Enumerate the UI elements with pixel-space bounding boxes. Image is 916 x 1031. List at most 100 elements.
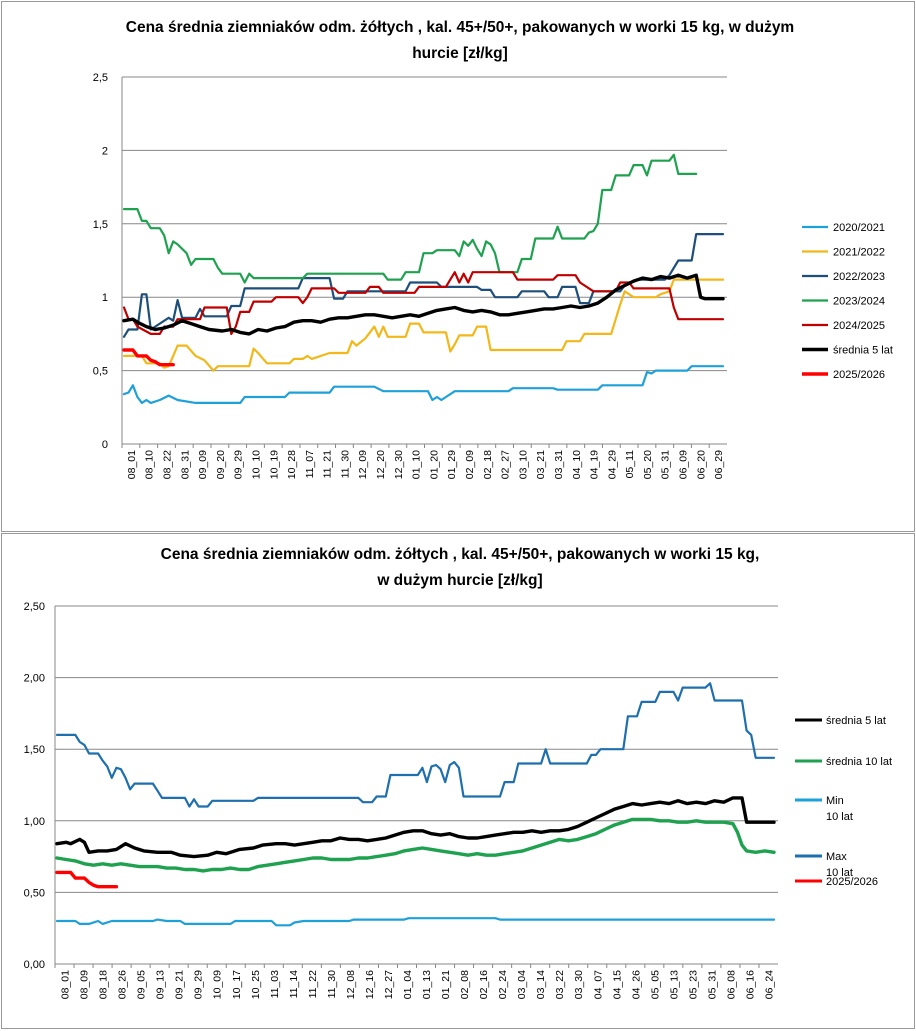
x-tick-label: 10_28 bbox=[286, 450, 298, 479]
legend-label-2022-2023: 2022/2023 bbox=[833, 271, 885, 283]
chart-title-line-1: Cena średnia ziemniaków odm. żółtych , k… bbox=[161, 546, 760, 563]
legend-label-max-10-lat: 10 lat bbox=[826, 867, 853, 879]
legend-label-srednia-5-lat: średnia 5 lat bbox=[826, 715, 886, 727]
x-tick-label: 12_30 bbox=[393, 450, 405, 479]
series-line-srednia-10-lat bbox=[55, 817, 776, 873]
x-tick-label: 06_24 bbox=[763, 970, 775, 999]
x-tick-label: 04_26 bbox=[630, 970, 642, 999]
x-tick-label: 12_20 bbox=[375, 450, 387, 479]
x-tick-label: 02_08 bbox=[459, 970, 471, 999]
x-tick-label: 03_04 bbox=[516, 970, 528, 999]
x-tick-label: 08_10 bbox=[144, 450, 156, 479]
series-line-min-10-lat bbox=[55, 917, 776, 927]
x-tick-label: 09_21 bbox=[174, 970, 186, 999]
series-line-2023-2024 bbox=[122, 153, 698, 284]
x-tick-label: 03_10 bbox=[517, 450, 529, 479]
x-tick-label: 01_20 bbox=[428, 450, 440, 479]
series-line-2025-2026 bbox=[55, 870, 119, 889]
x-tick-label: 04_15 bbox=[611, 970, 623, 999]
chart-panel-bottom: Cena średnia ziemniaków odm. żółtych , k… bbox=[1, 533, 915, 1029]
series-line-2020-2021 bbox=[122, 365, 725, 404]
y-tick-label: 2 bbox=[102, 145, 108, 157]
x-tick-label: 04_10 bbox=[571, 450, 583, 479]
series-line-max-10-lat bbox=[55, 682, 776, 808]
y-tick-label: 0,5 bbox=[93, 366, 108, 378]
legend-label-min-10-lat: Min bbox=[826, 795, 844, 807]
series-line-srednia-5-lat bbox=[122, 273, 725, 336]
x-tick-label: 01_13 bbox=[421, 970, 433, 999]
x-tick-label: 02_27 bbox=[500, 450, 512, 479]
x-tick-label: 10_25 bbox=[250, 970, 262, 999]
x-tick-label: 09_05 bbox=[136, 970, 148, 999]
x-tick-label: 09_20 bbox=[215, 450, 227, 479]
x-tick-label: 05_05 bbox=[649, 970, 661, 999]
x-tick-label: 08_09 bbox=[79, 970, 91, 999]
x-tick-label: 05_11 bbox=[624, 450, 636, 479]
x-tick-label: 05_31 bbox=[706, 970, 718, 999]
x-tick-label: 11_21 bbox=[322, 450, 334, 479]
x-tick-label: 11_22 bbox=[307, 970, 319, 999]
y-tick-label: 1,00 bbox=[24, 816, 45, 828]
x-tick-label: 09_13 bbox=[155, 970, 167, 999]
y-tick-label: 0,50 bbox=[24, 887, 45, 899]
legend-label-2023-2024: 2023/2024 bbox=[833, 296, 885, 308]
x-tick-label: 02_16 bbox=[478, 970, 490, 999]
x-tick-label: 10_10 bbox=[250, 450, 262, 479]
legend-label-min-10-lat: 10 lat bbox=[826, 811, 853, 823]
x-tick-label: 06_29 bbox=[713, 450, 725, 479]
x-tick-label: 02_09 bbox=[464, 450, 476, 479]
x-tick-label: 09_09 bbox=[197, 450, 209, 479]
series-line-2022-2023 bbox=[122, 233, 725, 338]
series-line-2025-2026 bbox=[122, 348, 175, 367]
x-tick-label: 11_30 bbox=[339, 450, 351, 479]
x-tick-label: 04_19 bbox=[589, 450, 601, 479]
x-tick-label: 04_07 bbox=[592, 970, 604, 999]
x-tick-label: 08_31 bbox=[179, 450, 191, 479]
x-tick-label: 08_01 bbox=[126, 450, 138, 479]
bottom-price-chart: Cena średnia ziemniaków odm. żółtych , k… bbox=[24, 546, 892, 999]
x-tick-label: 11_07 bbox=[304, 450, 316, 479]
x-tick-label: 12_27 bbox=[383, 970, 395, 999]
x-tick-label: 01_10 bbox=[411, 450, 423, 479]
legend-label-2024-2025: 2024/2025 bbox=[833, 320, 885, 332]
x-tick-label: 11_30 bbox=[326, 970, 338, 999]
x-tick-label: 01_29 bbox=[446, 450, 458, 479]
x-tick-label: 08_01 bbox=[60, 970, 72, 999]
x-tick-label: 01_21 bbox=[440, 970, 452, 999]
series-line-2021-2022 bbox=[122, 278, 725, 372]
legend-label-2020-2021: 2020/2021 bbox=[833, 222, 885, 234]
x-tick-label: 03_22 bbox=[554, 970, 566, 999]
x-tick-label: 09_29 bbox=[193, 970, 205, 999]
x-tick-label: 08_18 bbox=[98, 970, 110, 999]
y-tick-label: 2,5 bbox=[93, 72, 108, 84]
legend-label-2025-2026: 2025/2026 bbox=[826, 876, 878, 888]
legend-label-srednia-10-lat: średnia 10 lat bbox=[826, 756, 892, 768]
y-tick-label: 2,50 bbox=[24, 601, 45, 613]
x-tick-label: 01_04 bbox=[402, 970, 414, 999]
x-tick-label: 12_09 bbox=[357, 450, 369, 479]
y-tick-label: 2,00 bbox=[24, 673, 45, 685]
y-tick-label: 0 bbox=[102, 439, 108, 451]
x-tick-label: 05_23 bbox=[687, 970, 699, 999]
y-tick-label: 1,50 bbox=[24, 744, 45, 756]
x-tick-label: 09_29 bbox=[233, 450, 245, 479]
x-tick-label: 06_09 bbox=[678, 450, 690, 479]
x-tick-label: 05_31 bbox=[660, 450, 672, 479]
x-tick-label: 06_08 bbox=[725, 970, 737, 999]
x-tick-label: 06_16 bbox=[744, 970, 756, 999]
chart-title-line-2: hurcie [zł/kg] bbox=[412, 45, 508, 62]
x-tick-label: 03_21 bbox=[535, 450, 547, 479]
x-tick-label: 02_24 bbox=[497, 970, 509, 999]
chart-panel-top: Cena średnia ziemniaków odm. żółtych , k… bbox=[1, 1, 915, 532]
x-tick-label: 03_30 bbox=[573, 970, 585, 999]
legend-label-2021-2022: 2021/2022 bbox=[833, 247, 885, 259]
x-tick-label: 12_08 bbox=[345, 970, 357, 999]
x-tick-label: 02_18 bbox=[482, 450, 494, 479]
y-tick-label: 0,00 bbox=[24, 959, 45, 971]
x-tick-label: 05_13 bbox=[668, 970, 680, 999]
y-tick-label: 1,5 bbox=[93, 219, 108, 231]
x-tick-label: 10_19 bbox=[268, 450, 280, 479]
x-tick-label: 11_14 bbox=[288, 970, 300, 999]
x-tick-label: 03_31 bbox=[553, 450, 565, 479]
x-tick-label: 03_14 bbox=[535, 970, 547, 999]
